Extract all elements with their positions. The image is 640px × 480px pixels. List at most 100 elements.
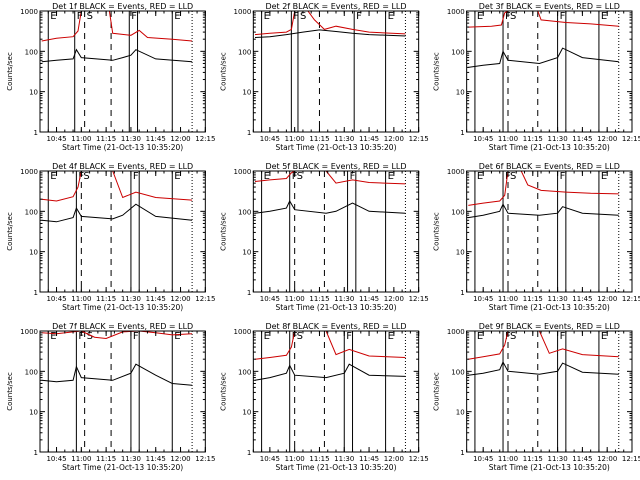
y-tick-label: 1000: [447, 8, 465, 16]
series-group: [41, 331, 193, 386]
x-tick-label: 12:15: [622, 295, 640, 303]
x-tick-label: 10:45: [46, 455, 66, 463]
y-tick-label: 100: [451, 48, 464, 56]
series-line-lld: [41, 171, 193, 202]
x-tick-label: 10:45: [260, 295, 280, 303]
series-line-lld: [468, 331, 619, 360]
y-axis-label: Counts/sec: [6, 372, 14, 411]
x-tick-label: 12:00: [170, 455, 190, 463]
y-axis-label: Counts/sec: [219, 372, 227, 411]
x-axis-label: Start Time (21-Oct-13 10:35:20): [275, 463, 396, 472]
x-tick-label: 11:30: [547, 135, 567, 143]
event-marker-label: S: [297, 171, 303, 182]
y-tick-label: 1000: [20, 168, 38, 176]
x-tick-label: 12:15: [409, 455, 429, 463]
event-marker-label: E: [477, 11, 483, 22]
y-tick-label: 100: [25, 208, 38, 216]
plot-frame: [252, 330, 420, 453]
series-line-lld: [254, 331, 406, 360]
event-marker-label: F: [133, 171, 139, 182]
x-tick-label: 11:15: [309, 455, 329, 463]
x-tick-label: 11:45: [359, 455, 379, 463]
event-marker-label: F: [346, 331, 352, 342]
y-tick-label: 1: [34, 449, 38, 457]
chart-panel-5: Det 5f BLACK = Events, RED = LLDEFSFE110…: [219, 162, 428, 312]
y-axis-label: Counts/sec: [219, 212, 227, 251]
x-tick-label: 11:00: [285, 455, 305, 463]
series-line-events: [41, 363, 193, 386]
plot-frame: [466, 330, 633, 453]
event-marker-label: S: [87, 331, 93, 342]
x-tick-label: 10:45: [473, 135, 493, 143]
series-line-events: [468, 360, 619, 376]
y-tick-label: 100: [25, 368, 38, 376]
event-marker-label: E: [388, 331, 394, 342]
event-marker-label: E: [264, 171, 270, 182]
x-tick-label: 12:00: [384, 455, 404, 463]
x-tick-label: 11:15: [96, 135, 116, 143]
chart-title: Det 9f BLACK = Events, RED = LLD: [479, 322, 620, 331]
x-tick-label: 11:45: [572, 295, 592, 303]
y-axis-label: Counts/sec: [6, 212, 14, 251]
series-line-events: [254, 29, 406, 38]
x-tick-label: 12:00: [170, 295, 190, 303]
y-tick-label: 100: [238, 208, 251, 216]
event-marker-label: S: [510, 171, 516, 182]
y-tick-label: 10: [29, 409, 38, 417]
event-marker-label: F: [560, 331, 566, 342]
x-tick-label: 10:45: [46, 295, 66, 303]
series-group: [254, 171, 406, 214]
chart-panel-9: Det 9f BLACK = Events, RED = LLDEFSFE110…: [433, 322, 640, 472]
x-tick-label: 11:00: [71, 295, 91, 303]
y-axis-label: Counts/sec: [433, 212, 441, 251]
event-marker-label: F: [350, 171, 356, 182]
x-tick-label: 11:15: [96, 455, 116, 463]
chart-title: Det 1f BLACK = Events, RED = LLD: [52, 2, 193, 11]
x-tick-label: 11:30: [334, 455, 354, 463]
x-tick-label: 11:15: [96, 295, 116, 303]
event-marker-label: F: [356, 11, 362, 22]
x-axis-label: Start Time (21-Oct-13 10:35:20): [489, 463, 610, 472]
series-line-lld: [254, 171, 406, 185]
y-tick-label: 10: [456, 89, 465, 97]
event-marker-label: E: [477, 171, 483, 182]
y-axis-label: Counts/sec: [219, 52, 227, 91]
series-line-events: [41, 48, 193, 63]
x-tick-label: 11:45: [572, 455, 592, 463]
x-tick-label: 11:15: [523, 295, 543, 303]
event-marker-label: E: [477, 331, 483, 342]
event-marker-label: E: [50, 331, 56, 342]
x-tick-label: 11:00: [498, 135, 518, 143]
series-line-events: [254, 363, 406, 381]
event-marker-label: E: [174, 331, 180, 342]
plot-frame: [466, 170, 633, 293]
series-line-lld: [254, 11, 406, 36]
chart-title: Det 7f BLACK = Events, RED = LLD: [52, 322, 193, 331]
event-marker-label: F: [131, 11, 137, 22]
y-tick-label: 10: [242, 89, 251, 97]
x-tick-label: 12:15: [195, 295, 215, 303]
y-tick-label: 100: [451, 208, 464, 216]
y-tick-label: 10: [29, 89, 38, 97]
x-tick-label: 11:30: [121, 295, 141, 303]
series-line-lld: [41, 331, 193, 340]
y-tick-label: 100: [25, 48, 38, 56]
series-group: [468, 11, 619, 68]
event-marker-label: F: [560, 171, 566, 182]
chart-panel-8: Det 8f BLACK = Events, RED = LLDEFSFE110…: [219, 322, 428, 472]
event-marker-label: E: [601, 11, 607, 22]
chart-title: Det 4f BLACK = Events, RED = LLD: [52, 162, 193, 171]
event-marker-label: E: [50, 171, 56, 182]
x-tick-label: 12:00: [384, 135, 404, 143]
x-axis-label: Start Time (21-Oct-13 10:35:20): [62, 463, 183, 472]
plot-frame: [252, 10, 420, 133]
x-tick-label: 11:00: [498, 455, 518, 463]
x-tick-label: 11:30: [334, 135, 354, 143]
plot-frame: [39, 10, 206, 133]
y-tick-label: 10: [456, 409, 465, 417]
y-axis-label: Counts/sec: [433, 52, 441, 91]
event-marker-label: E: [174, 11, 180, 22]
x-tick-label: 10:45: [473, 455, 493, 463]
